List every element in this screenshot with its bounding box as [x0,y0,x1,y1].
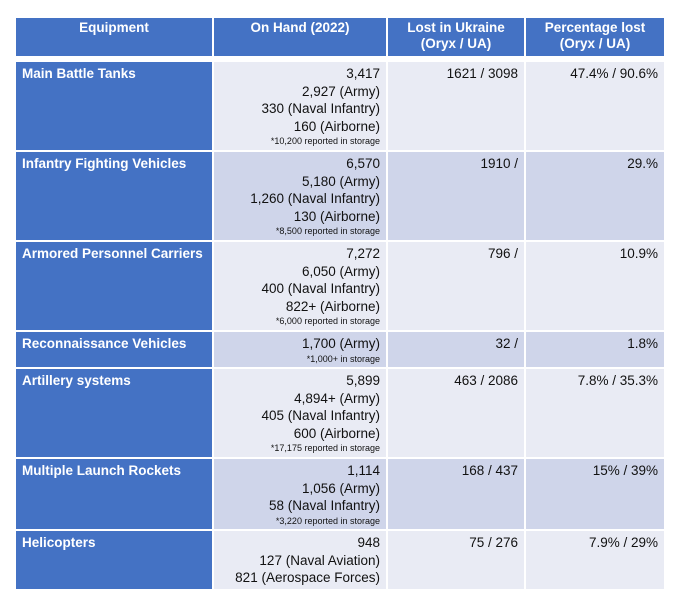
table-body: Main Battle Tanks 3,417 2,927 (Army) 330… [16,58,664,589]
lost-cell: 1910 / [388,152,524,240]
storage-note: *1,000+ in storage [306,353,380,364]
equipment-name: Multiple Launch Rockets [16,459,212,529]
lost-cell: 168 / 437 [388,459,524,529]
header-lost: Lost in Ukraine (Oryx / UA) [388,18,524,56]
equipment-losses-table: Equipment On Hand (2022) Lost in Ukraine… [14,16,666,591]
on-hand-total: 948 [357,535,380,550]
equipment-name: Helicopters [16,531,212,589]
lost-cell: 75 / 276 [388,531,524,589]
on-hand-line: 160 (Airborne) [293,118,380,134]
percentage-cell: 15% / 39% [526,459,664,529]
on-hand-cell: 1,114 1,056 (Army) 58 (Naval Infantry) *… [214,459,386,529]
on-hand-cell: 5,899 4,894+ (Army) 405 (Naval Infantry)… [214,369,386,457]
header-lost-line2: (Oryx / UA) [420,36,492,51]
table-header: Equipment On Hand (2022) Lost in Ukraine… [16,18,664,56]
storage-note: *6,000 reported in storage [275,316,380,326]
header-on-hand: On Hand (2022) [214,18,386,56]
header-pct-line2: (Oryx / UA) [559,36,631,51]
lost-cell: 32 / [388,332,524,367]
on-hand-line: 6,050 (Army) [301,263,380,279]
on-hand-total: 1,114 [347,463,380,478]
equipment-name: Infantry Fighting Vehicles [16,152,212,240]
percentage-cell: 7.9% / 29% [526,531,664,589]
table-row: Artillery systems 5,899 4,894+ (Army) 40… [16,369,664,457]
equipment-name: Reconnaissance Vehicles [16,332,212,367]
on-hand-line: 330 (Naval Infantry) [261,101,380,116]
equipment-name: Armored Personnel Carriers [16,242,212,330]
percentage-cell: 29.% [526,152,664,240]
on-hand-cell: 1,700 (Army) *1,000+ in storage [214,332,386,367]
table-row: Multiple Launch Rockets 1,114 1,056 (Arm… [16,459,664,529]
on-hand-line: 5,180 (Army) [301,173,380,189]
on-hand-total: 1,700 (Army) [301,336,380,351]
on-hand-line: 400 (Naval Infantry) [261,281,380,296]
on-hand-line: 600 (Airborne) [293,425,380,441]
percentage-cell: 7.8% / 35.3% [526,369,664,457]
on-hand-line: 1,260 (Naval Infantry) [250,191,380,206]
lost-cell: 1621 / 3098 [388,62,524,150]
on-hand-line: 58 (Naval Infantry) [268,498,380,513]
header-pct-line1: Percentage lost [544,20,646,35]
percentage-cell: 47.4% / 90.6% [526,62,664,150]
on-hand-cell: 948 127 (Naval Aviation) 821 (Aerospace … [214,531,386,589]
header-percentage: Percentage lost (Oryx / UA) [526,18,664,56]
on-hand-total: 3,417 [346,66,380,81]
percentage-cell: 1.8% [526,332,664,367]
equipment-name: Artillery systems [16,369,212,457]
equipment-name: Main Battle Tanks [16,62,212,150]
on-hand-cell: 7,272 6,050 (Army) 400 (Naval Infantry) … [214,242,386,330]
header-lost-line1: Lost in Ukraine [407,20,505,35]
on-hand-line: 822+ (Airborne) [285,298,380,314]
on-hand-line: 2,927 (Army) [301,83,380,99]
lost-cell: 463 / 2086 [388,369,524,457]
storage-note: *10,200 reported in storage [270,136,380,146]
on-hand-total: 5,899 [346,373,380,388]
on-hand-cell: 3,417 2,927 (Army) 330 (Naval Infantry) … [214,62,386,150]
header-row: Equipment On Hand (2022) Lost in Ukraine… [16,18,664,56]
table-row: Main Battle Tanks 3,417 2,927 (Army) 330… [16,62,664,150]
storage-note: *3,220 reported in storage [275,515,380,526]
on-hand-total: 6,570 [346,156,380,171]
storage-note: *8,500 reported in storage [275,226,380,236]
storage-note: *17,175 reported in storage [270,443,380,453]
on-hand-line: 1,056 (Army) [301,480,380,496]
on-hand-cell: 6,570 5,180 (Army) 1,260 (Naval Infantry… [214,152,386,240]
on-hand-line: 130 (Airborne) [293,208,380,224]
on-hand-line: 127 (Naval Aviation) [259,552,380,568]
header-equipment: Equipment [16,18,212,56]
table-row: Armored Personnel Carriers 7,272 6,050 (… [16,242,664,330]
table-row: Reconnaissance Vehicles 1,700 (Army) *1,… [16,332,664,367]
on-hand-line: 4,894+ (Army) [294,390,380,406]
lost-cell: 796 / [388,242,524,330]
on-hand-line: 821 (Aerospace Forces) [235,570,380,585]
table-row: Helicopters 948 127 (Naval Aviation) 821… [16,531,664,589]
on-hand-total: 7,272 [346,246,380,261]
on-hand-line: 405 (Naval Infantry) [261,408,380,423]
percentage-cell: 10.9% [526,242,664,330]
table-row: Infantry Fighting Vehicles 6,570 5,180 (… [16,152,664,240]
